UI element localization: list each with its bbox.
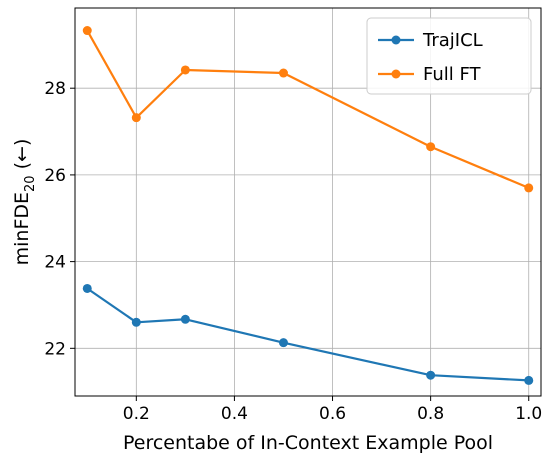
- data-point-full-ft: [278, 68, 288, 78]
- y-axis-label: minFDE20 (←): [11, 139, 38, 266]
- legend-marker-full-ft: [391, 69, 401, 79]
- series-full-ft: [82, 26, 534, 193]
- data-point-trajicl: [278, 338, 288, 348]
- data-point-trajicl: [82, 283, 92, 293]
- legend: TrajICL Full FT: [366, 17, 532, 95]
- y-axis-label-subscript: 20: [23, 175, 38, 192]
- y-tick-label: 26: [44, 166, 66, 186]
- data-point-full-ft: [426, 142, 436, 152]
- y-axis-label-main: minFDE: [11, 192, 33, 265]
- series-trajicl: [82, 283, 534, 385]
- legend-label-full-ft: Full FT: [423, 64, 482, 85]
- plot-frame: [74, 7, 542, 397]
- y-axis: 22 24 26 28: [44, 79, 75, 359]
- data-point-trajicl: [524, 375, 534, 385]
- x-axis: 0.2 0.4 0.6 0.8 1.0: [123, 396, 542, 424]
- x-tick-label: 1.0: [515, 404, 542, 424]
- x-tick-label: 0.6: [319, 404, 346, 424]
- data-point-full-ft: [524, 183, 534, 193]
- data-point-trajicl: [426, 370, 436, 380]
- data-point-full-ft: [131, 113, 141, 123]
- legend-label-trajicl: TrajICL: [422, 30, 483, 51]
- series-line-full-ft: [86, 30, 530, 189]
- x-tick-label: 0.4: [221, 404, 248, 424]
- data-point-full-ft: [180, 65, 190, 75]
- series-line-trajicl: [86, 287, 529, 382]
- series-group: [82, 26, 534, 385]
- legend-marker-trajicl: [391, 35, 401, 45]
- x-axis-label: Percentabe of In-Context Example Pool: [123, 432, 493, 454]
- y-tick-label: 24: [44, 253, 66, 273]
- data-point-full-ft: [82, 26, 92, 36]
- data-point-trajicl: [131, 317, 141, 327]
- y-tick-label: 22: [44, 339, 66, 359]
- y-tick-label: 28: [44, 79, 66, 99]
- x-tick-label: 0.8: [417, 404, 444, 424]
- data-point-trajicl: [180, 314, 190, 324]
- x-tick-label: 0.2: [123, 404, 150, 424]
- y-axis-label-suffix: (←): [11, 139, 33, 176]
